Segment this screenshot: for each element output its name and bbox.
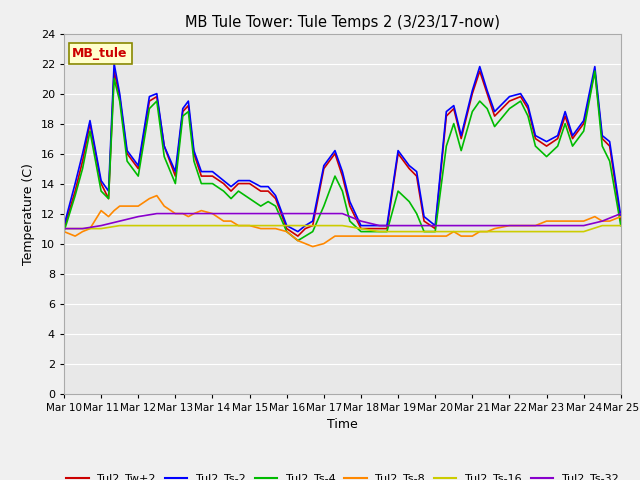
Y-axis label: Temperature (C): Temperature (C) [22, 163, 35, 264]
Text: MB_tule: MB_tule [72, 47, 128, 60]
Title: MB Tule Tower: Tule Temps 2 (3/23/17-now): MB Tule Tower: Tule Temps 2 (3/23/17-now… [185, 15, 500, 30]
X-axis label: Time: Time [327, 418, 358, 431]
Legend: Tul2_Tw+2, Tul2_Ts-2, Tul2_Ts-4, Tul2_Ts-8, Tul2_Ts-16, Tul2_Ts-32: Tul2_Tw+2, Tul2_Ts-2, Tul2_Ts-4, Tul2_Ts… [62, 469, 623, 480]
